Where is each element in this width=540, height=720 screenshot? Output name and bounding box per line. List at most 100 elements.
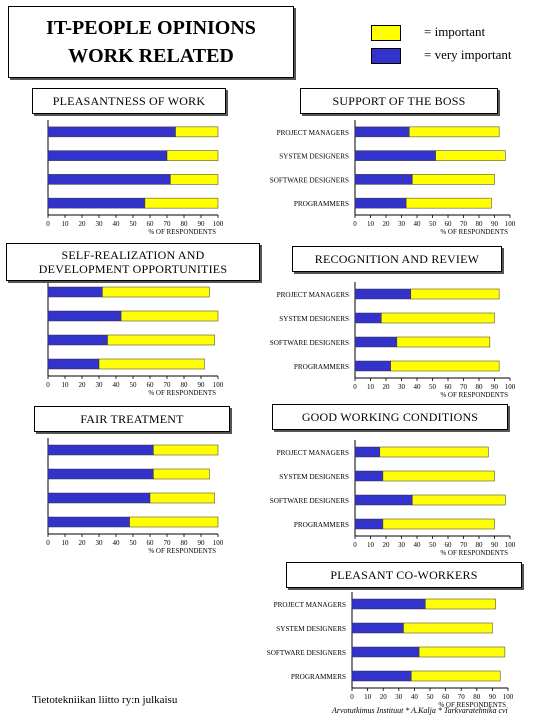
bar-very-important bbox=[354, 174, 413, 185]
x-tick-label: 0 bbox=[353, 383, 357, 391]
bar-important bbox=[381, 312, 495, 324]
chart-title-line: FAIR TREATMENT bbox=[80, 412, 184, 426]
legend-label-important: = important bbox=[424, 24, 486, 39]
x-tick-label: 90 bbox=[491, 383, 499, 391]
x-tick-label: 20 bbox=[380, 693, 388, 701]
chart-title-line: GOOD WORKING CONDITIONS bbox=[301, 410, 479, 424]
page-title: IT-PEOPLE OPINIONS WORK RELATED bbox=[8, 6, 294, 78]
x-tick-label: 20 bbox=[383, 220, 391, 228]
footer-publisher: Tietotekniikan liitto ry:n julkaisu bbox=[32, 694, 178, 706]
x-tick-label: 100 bbox=[503, 693, 514, 701]
x-tick-label: 50 bbox=[130, 220, 138, 228]
bar-important bbox=[149, 492, 215, 504]
x-tick-label: 20 bbox=[79, 220, 87, 228]
chart-5: 0 10 20 30 40 50 60 70 80 90 100% OF RESPONDENTS PR… bbox=[270, 440, 516, 557]
x-tick-label: 90 bbox=[198, 381, 206, 389]
bar-very-important bbox=[354, 470, 384, 482]
chart-title-self-realization: SELF-REALIZATION AND DEVELOPMENT OPPORTU… bbox=[6, 243, 260, 281]
chart-0: 0 10 20 30 40 50 60 70 80 90 100% OF RESPONDENTS bbox=[46, 120, 224, 236]
category-label: PROGRAMMERS bbox=[291, 673, 346, 681]
bar-important bbox=[153, 468, 210, 480]
chart-title-line: SELF-REALIZATION AND bbox=[61, 248, 205, 262]
bar-very-important bbox=[354, 360, 391, 372]
x-tick-label: 40 bbox=[411, 693, 419, 701]
bar-very-important bbox=[47, 516, 130, 528]
bar-very-important bbox=[47, 310, 122, 322]
x-tick-label: 30 bbox=[398, 541, 406, 549]
title-line-1: IT-PEOPLE OPINIONS bbox=[46, 17, 256, 39]
chart-title-co-workers: PLEASANT CO-WORKERS bbox=[286, 562, 522, 588]
bar-important bbox=[129, 516, 219, 528]
chart-2: 0 10 20 30 40 50 60 70 80 90 100% OF RESPONDENTS bbox=[46, 280, 224, 397]
bar-important bbox=[425, 598, 496, 610]
x-tick-label: 30 bbox=[395, 693, 403, 701]
x-tick-label: 50 bbox=[429, 383, 437, 391]
x-tick-label: 60 bbox=[445, 220, 453, 228]
x-tick-label: 60 bbox=[442, 693, 450, 701]
chart-6: 0 10 20 30 40 50 60 70 80 90 100% OF RESPONDENTS PR… bbox=[267, 592, 514, 709]
x-tick-label: 40 bbox=[113, 539, 121, 547]
category-label: PROJECT MANAGERS bbox=[274, 601, 346, 609]
title-line-2: WORK RELATED bbox=[68, 45, 234, 67]
x-axis-title: % OF RESPONDENTS bbox=[440, 391, 508, 399]
x-tick-label: 0 bbox=[46, 220, 50, 228]
bar-important bbox=[410, 288, 500, 300]
chart-title-recognition: RECOGNITION AND REVIEW bbox=[292, 246, 502, 272]
x-tick-label: 10 bbox=[367, 541, 375, 549]
x-tick-label: 60 bbox=[147, 539, 155, 547]
bar-very-important bbox=[351, 622, 404, 634]
category-label: PROJECT MANAGERS bbox=[277, 291, 349, 299]
chart-title-line: DEVELOPMENT OPPORTUNITIES bbox=[38, 262, 228, 276]
bar-important bbox=[170, 174, 219, 185]
x-tick-label: 80 bbox=[476, 383, 484, 391]
category-label: SOFTWARE DESIGNERS bbox=[270, 339, 349, 347]
bar-important bbox=[435, 150, 506, 161]
bar-important bbox=[390, 360, 500, 372]
category-label: SYSTEM DESIGNERS bbox=[279, 315, 349, 323]
x-tick-label: 100 bbox=[213, 381, 224, 389]
x-tick-label: 40 bbox=[113, 220, 121, 228]
bar-important bbox=[412, 494, 506, 506]
x-tick-label: 70 bbox=[460, 541, 468, 549]
x-tick-label: 100 bbox=[213, 539, 224, 547]
x-tick-label: 30 bbox=[398, 220, 406, 228]
bar-important bbox=[418, 646, 506, 658]
x-tick-label: 20 bbox=[383, 383, 391, 391]
x-tick-label: 60 bbox=[147, 220, 155, 228]
x-axis-title: % OF RESPONDENTS bbox=[440, 549, 508, 557]
bar-very-important bbox=[354, 494, 413, 506]
x-tick-label: 80 bbox=[181, 539, 189, 547]
bar-very-important bbox=[351, 670, 412, 682]
chart-title-pleasantness: PLEASANTNESS OF WORK bbox=[32, 88, 226, 114]
category-label: PROJECT MANAGERS bbox=[277, 449, 349, 457]
legend-swatch-very-important bbox=[371, 48, 401, 64]
category-label: SYSTEM DESIGNERS bbox=[279, 153, 349, 161]
bar-important bbox=[98, 358, 205, 370]
x-tick-label: 40 bbox=[113, 381, 121, 389]
bar-important bbox=[403, 622, 493, 634]
bar-important bbox=[409, 126, 500, 138]
bar-very-important bbox=[47, 150, 168, 161]
bar-very-important bbox=[47, 492, 151, 504]
x-tick-label: 60 bbox=[445, 383, 453, 391]
category-label: SOFTWARE DESIGNERS bbox=[270, 497, 349, 505]
category-label: PROGRAMMERS bbox=[294, 363, 349, 371]
bar-important bbox=[405, 197, 492, 209]
x-tick-label: 50 bbox=[429, 220, 437, 228]
x-tick-label: 10 bbox=[367, 383, 375, 391]
chart-title-line: SUPPORT OF THE BOSS bbox=[332, 94, 466, 108]
x-tick-label: 10 bbox=[62, 381, 70, 389]
x-tick-label: 10 bbox=[367, 220, 375, 228]
bar-important bbox=[144, 197, 219, 209]
x-tick-label: 30 bbox=[398, 383, 406, 391]
bar-very-important bbox=[351, 598, 426, 610]
x-tick-label: 30 bbox=[96, 220, 104, 228]
x-tick-label: 0 bbox=[353, 220, 357, 228]
x-tick-label: 10 bbox=[62, 539, 70, 547]
x-tick-label: 80 bbox=[181, 220, 189, 228]
x-tick-label: 70 bbox=[460, 383, 468, 391]
x-tick-label: 100 bbox=[505, 541, 516, 549]
x-tick-label: 40 bbox=[414, 383, 422, 391]
x-tick-label: 50 bbox=[130, 539, 138, 547]
legend-swatch-important bbox=[371, 25, 401, 41]
